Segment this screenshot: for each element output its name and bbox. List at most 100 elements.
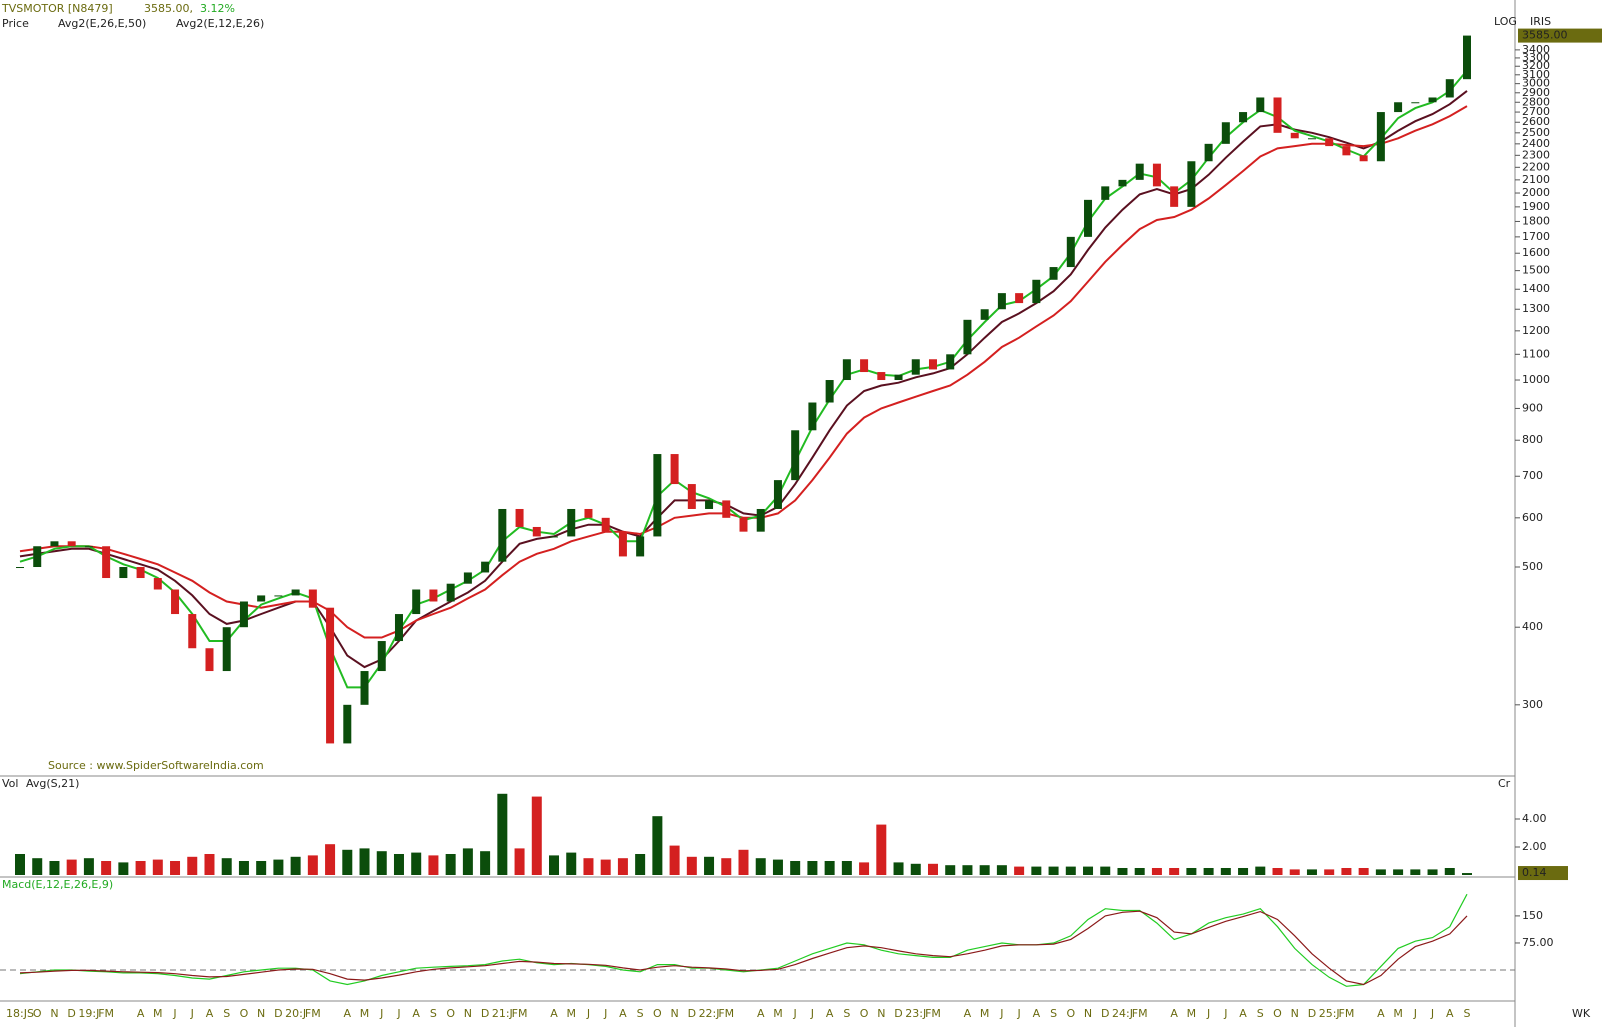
x-tick-label: A bbox=[550, 1007, 558, 1020]
volume-bar bbox=[1100, 866, 1111, 875]
candle bbox=[343, 704, 352, 744]
candle bbox=[946, 354, 955, 370]
volume-bar bbox=[738, 849, 749, 875]
candle bbox=[257, 595, 266, 602]
x-tick-label: FM bbox=[98, 1007, 114, 1020]
candle bbox=[1049, 267, 1058, 280]
volume-bar bbox=[979, 865, 990, 875]
candle bbox=[1428, 97, 1437, 103]
x-tick-label: A bbox=[757, 1007, 765, 1020]
volume-bar bbox=[704, 856, 715, 875]
candle bbox=[274, 595, 283, 597]
volume-bar bbox=[635, 853, 646, 875]
candle bbox=[1066, 236, 1075, 268]
y-tick-label: 1600 bbox=[1522, 246, 1550, 259]
volume-bar bbox=[876, 824, 887, 875]
volume-bar bbox=[1289, 869, 1300, 875]
x-tick-label: J bbox=[1413, 1007, 1417, 1020]
volume-bar bbox=[393, 853, 404, 875]
candle bbox=[412, 589, 421, 615]
y-tick-label: 2500 bbox=[1522, 126, 1550, 139]
candle bbox=[515, 508, 524, 527]
x-tick-label: A bbox=[1170, 1007, 1178, 1020]
candle bbox=[222, 627, 231, 672]
volume-bar bbox=[49, 860, 60, 875]
candle bbox=[532, 526, 541, 537]
moving-average bbox=[19, 90, 1468, 669]
panel-title: Macd(E,12,E,26,E,9) bbox=[2, 878, 113, 891]
volume-bar bbox=[66, 859, 77, 875]
candle bbox=[653, 454, 662, 537]
volume-bar bbox=[1375, 869, 1386, 875]
candle bbox=[860, 359, 869, 373]
candle bbox=[1170, 186, 1179, 207]
candle bbox=[1342, 146, 1351, 156]
change: 3.12% bbox=[200, 2, 235, 15]
x-tick-label: D bbox=[688, 1007, 696, 1020]
moving-average bbox=[19, 105, 1468, 639]
candle bbox=[1463, 35, 1471, 80]
candle bbox=[360, 671, 369, 705]
candle bbox=[291, 589, 300, 596]
candle bbox=[1015, 293, 1024, 304]
candle bbox=[928, 359, 937, 370]
candle bbox=[739, 517, 748, 532]
candle bbox=[377, 641, 386, 672]
price-label: Price bbox=[2, 17, 29, 30]
x-tick-label: J bbox=[379, 1007, 383, 1020]
y-tick-label: 1100 bbox=[1522, 347, 1550, 360]
candle bbox=[808, 402, 817, 431]
x-tick-label: S bbox=[223, 1007, 230, 1020]
volume-bar bbox=[996, 865, 1007, 875]
y-tick-label: 3400 bbox=[1522, 43, 1550, 56]
x-tick-label: J bbox=[172, 1007, 176, 1020]
x-tick-label: M bbox=[1187, 1007, 1197, 1020]
source: Source : www.SpiderSoftwareIndia.com bbox=[48, 759, 264, 772]
x-tick-label: D bbox=[894, 1007, 902, 1020]
indicator-label: Avg2(E,12,E,26) bbox=[176, 17, 264, 30]
x-tick-label: N bbox=[670, 1007, 678, 1020]
x-tick-label: D bbox=[1101, 1007, 1109, 1020]
x-tick-label: D bbox=[274, 1007, 282, 1020]
x-tick-label: J bbox=[190, 1007, 194, 1020]
volume-bar bbox=[945, 865, 956, 875]
y-tick-label: 500 bbox=[1522, 560, 1543, 573]
volume-bar bbox=[824, 860, 835, 875]
volume-bar bbox=[962, 865, 973, 875]
volume-bar bbox=[1238, 867, 1249, 875]
y-tick-label: 2300 bbox=[1522, 148, 1550, 161]
candle bbox=[980, 309, 989, 320]
volume-bar bbox=[927, 863, 938, 875]
volume-bar bbox=[566, 852, 577, 875]
x-tick-label: FM bbox=[1339, 1007, 1355, 1020]
volume-bar bbox=[1065, 866, 1076, 875]
volume-bar bbox=[170, 860, 181, 875]
candle bbox=[1204, 143, 1213, 162]
x-tick-label: J bbox=[810, 1007, 814, 1020]
x-tick-label: D bbox=[67, 1007, 75, 1020]
candle bbox=[756, 508, 765, 532]
candle bbox=[205, 648, 214, 672]
volume-bar bbox=[1393, 869, 1404, 875]
candle bbox=[584, 508, 593, 518]
candle bbox=[1273, 97, 1282, 133]
candle bbox=[550, 536, 559, 538]
y-tick-label: 3100 bbox=[1522, 68, 1550, 81]
volume-bar bbox=[1272, 867, 1283, 875]
volume-bar bbox=[342, 849, 353, 875]
candle bbox=[463, 572, 472, 584]
volume-bar bbox=[1255, 866, 1266, 875]
x-tick-label: A bbox=[964, 1007, 972, 1020]
candle bbox=[1325, 138, 1334, 147]
volume-bar bbox=[187, 856, 198, 875]
volume-bar bbox=[1462, 873, 1472, 875]
candle bbox=[997, 293, 1006, 310]
candle bbox=[394, 614, 403, 642]
y-tick-label: 900 bbox=[1522, 401, 1543, 414]
unit: Cr bbox=[1498, 777, 1511, 790]
macd-line bbox=[19, 893, 1468, 987]
y-tick-label: 3200 bbox=[1522, 59, 1550, 72]
x-tick-label: S bbox=[637, 1007, 644, 1020]
x-tick-label: O bbox=[33, 1007, 42, 1020]
y-tick-label: 1000 bbox=[1522, 373, 1550, 386]
